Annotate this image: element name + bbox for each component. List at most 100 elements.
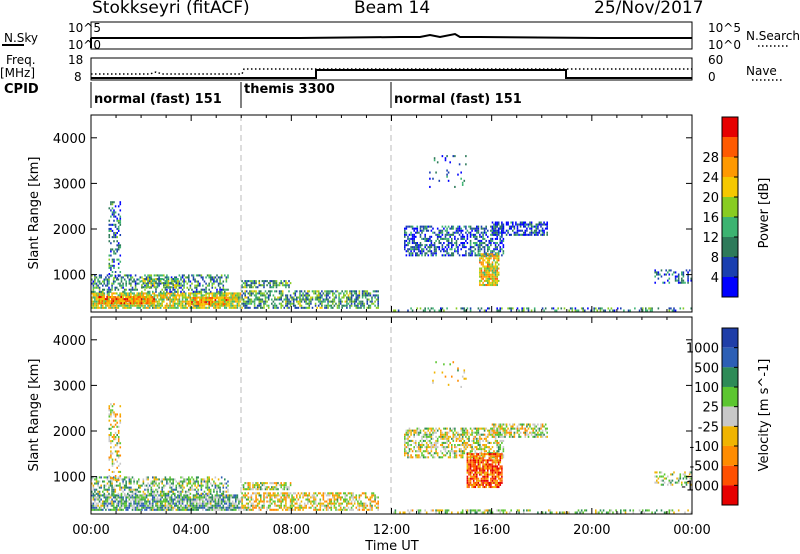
range-gate-cell xyxy=(349,502,351,505)
range-gate-cell xyxy=(161,482,163,485)
range-gate-cell xyxy=(368,298,370,301)
range-gate-cell xyxy=(178,480,181,483)
range-gate-cell xyxy=(335,290,337,293)
range-gate-cell xyxy=(465,246,467,249)
range-gate-cell xyxy=(109,484,112,487)
range-gate-cell xyxy=(461,307,464,310)
range-gate-cell xyxy=(613,309,616,312)
range-gate-cell xyxy=(238,292,240,295)
range-gate-cell xyxy=(136,298,138,301)
nave-trace xyxy=(91,69,692,79)
range-gate-cell xyxy=(133,496,135,499)
range-gate-cell xyxy=(280,492,282,495)
range-gate-cell xyxy=(109,302,112,305)
range-gate-cell xyxy=(493,281,495,284)
range-gate-cell xyxy=(219,299,221,302)
range-gate-cell xyxy=(274,496,276,499)
range-gate-cell xyxy=(200,484,203,487)
range-gate-cell xyxy=(496,257,498,260)
range-gate-cell xyxy=(145,282,148,285)
range-gate-cell xyxy=(377,304,379,307)
range-gate-cell xyxy=(224,306,226,309)
range-gate-cell xyxy=(377,508,379,511)
range-gate-cell xyxy=(189,508,192,511)
range-gate-cell xyxy=(177,482,179,485)
range-gate-cell xyxy=(457,237,459,240)
range-gate-cell xyxy=(319,306,322,309)
range-gate-cell xyxy=(407,429,409,432)
range-gate-cell xyxy=(480,307,483,310)
range-gate-cell xyxy=(249,300,251,303)
range-gate-cell xyxy=(444,225,447,228)
range-gate-cell xyxy=(358,506,361,509)
range-gate-cell xyxy=(180,494,182,497)
range-gate-cell xyxy=(117,296,119,299)
range-gate-cell xyxy=(523,231,525,234)
range-gate-cell xyxy=(296,296,298,299)
range-gate-cell xyxy=(114,444,117,447)
range-gate-cell xyxy=(421,454,423,457)
range-gate-cell xyxy=(108,427,111,430)
range-gate-cell xyxy=(178,300,181,303)
range-gate-cell xyxy=(483,248,486,251)
range-gate-cell xyxy=(482,227,484,230)
range-gate-cell xyxy=(285,284,287,287)
range-gate-cell xyxy=(98,294,101,297)
range-gate-cell xyxy=(170,278,173,281)
range-gate-cell xyxy=(191,502,193,505)
range-gate-cell xyxy=(119,415,122,418)
range-gate-cell xyxy=(225,496,228,499)
range-gate-cell xyxy=(424,446,426,449)
range-gate-cell xyxy=(163,500,165,503)
range-gate-cell xyxy=(463,242,466,245)
range-gate-cell xyxy=(292,302,295,305)
range-gate-cell xyxy=(114,211,117,214)
range-gate-cell xyxy=(497,233,500,236)
range-gate-cell xyxy=(100,506,102,509)
range-gate-cell xyxy=(203,502,206,505)
range-gate-cell xyxy=(488,263,491,266)
range-gate-cell xyxy=(119,284,121,287)
range-gate-cell xyxy=(114,494,117,497)
range-gate-cell xyxy=(227,504,229,507)
range-gate-cell xyxy=(114,304,117,307)
range-gate-cell xyxy=(471,246,473,249)
range-gate-cell xyxy=(102,284,104,287)
range-gate-cell xyxy=(349,290,351,293)
range-gate-cell xyxy=(493,233,495,236)
range-gate-cell xyxy=(156,496,159,499)
range-gate-cell xyxy=(353,298,356,301)
range-gate-cell xyxy=(172,480,174,483)
range-gate-cell xyxy=(324,294,326,297)
range-gate-cell xyxy=(283,496,286,499)
range-gate-cell xyxy=(180,506,182,509)
range-gate-cell xyxy=(472,246,475,249)
range-gate-cell xyxy=(192,278,195,281)
range-gate-cell xyxy=(508,227,511,230)
cpid-mode-2: themis 3300 xyxy=(244,82,335,97)
range-gate-cell xyxy=(205,492,207,495)
range-gate-cell xyxy=(231,504,234,507)
range-gate-cell xyxy=(202,294,204,297)
range-gate-cell xyxy=(480,225,483,228)
range-gate-cell xyxy=(106,506,109,509)
range-gate-cell xyxy=(404,437,406,440)
range-gate-cell xyxy=(245,304,248,307)
range-gate-cell xyxy=(164,502,167,505)
range-gate-cell xyxy=(261,484,264,487)
range-gate-cell xyxy=(524,221,527,224)
range-gate-cell xyxy=(98,282,101,285)
range-gate-cell xyxy=(177,278,179,281)
range-gate-cell xyxy=(197,508,199,511)
range-gate-cell xyxy=(458,225,461,228)
range-gate-cell xyxy=(526,307,528,310)
range-gate-cell xyxy=(136,304,138,307)
range-gate-cell xyxy=(421,252,423,255)
range-gate-cell xyxy=(219,508,221,511)
range-gate-cell xyxy=(231,292,234,295)
range-gate-cell xyxy=(106,482,109,485)
range-gate-cell xyxy=(377,294,379,297)
range-gate-cell xyxy=(155,304,157,307)
range-gate-cell xyxy=(266,304,268,307)
range-gate-cell xyxy=(266,494,268,497)
